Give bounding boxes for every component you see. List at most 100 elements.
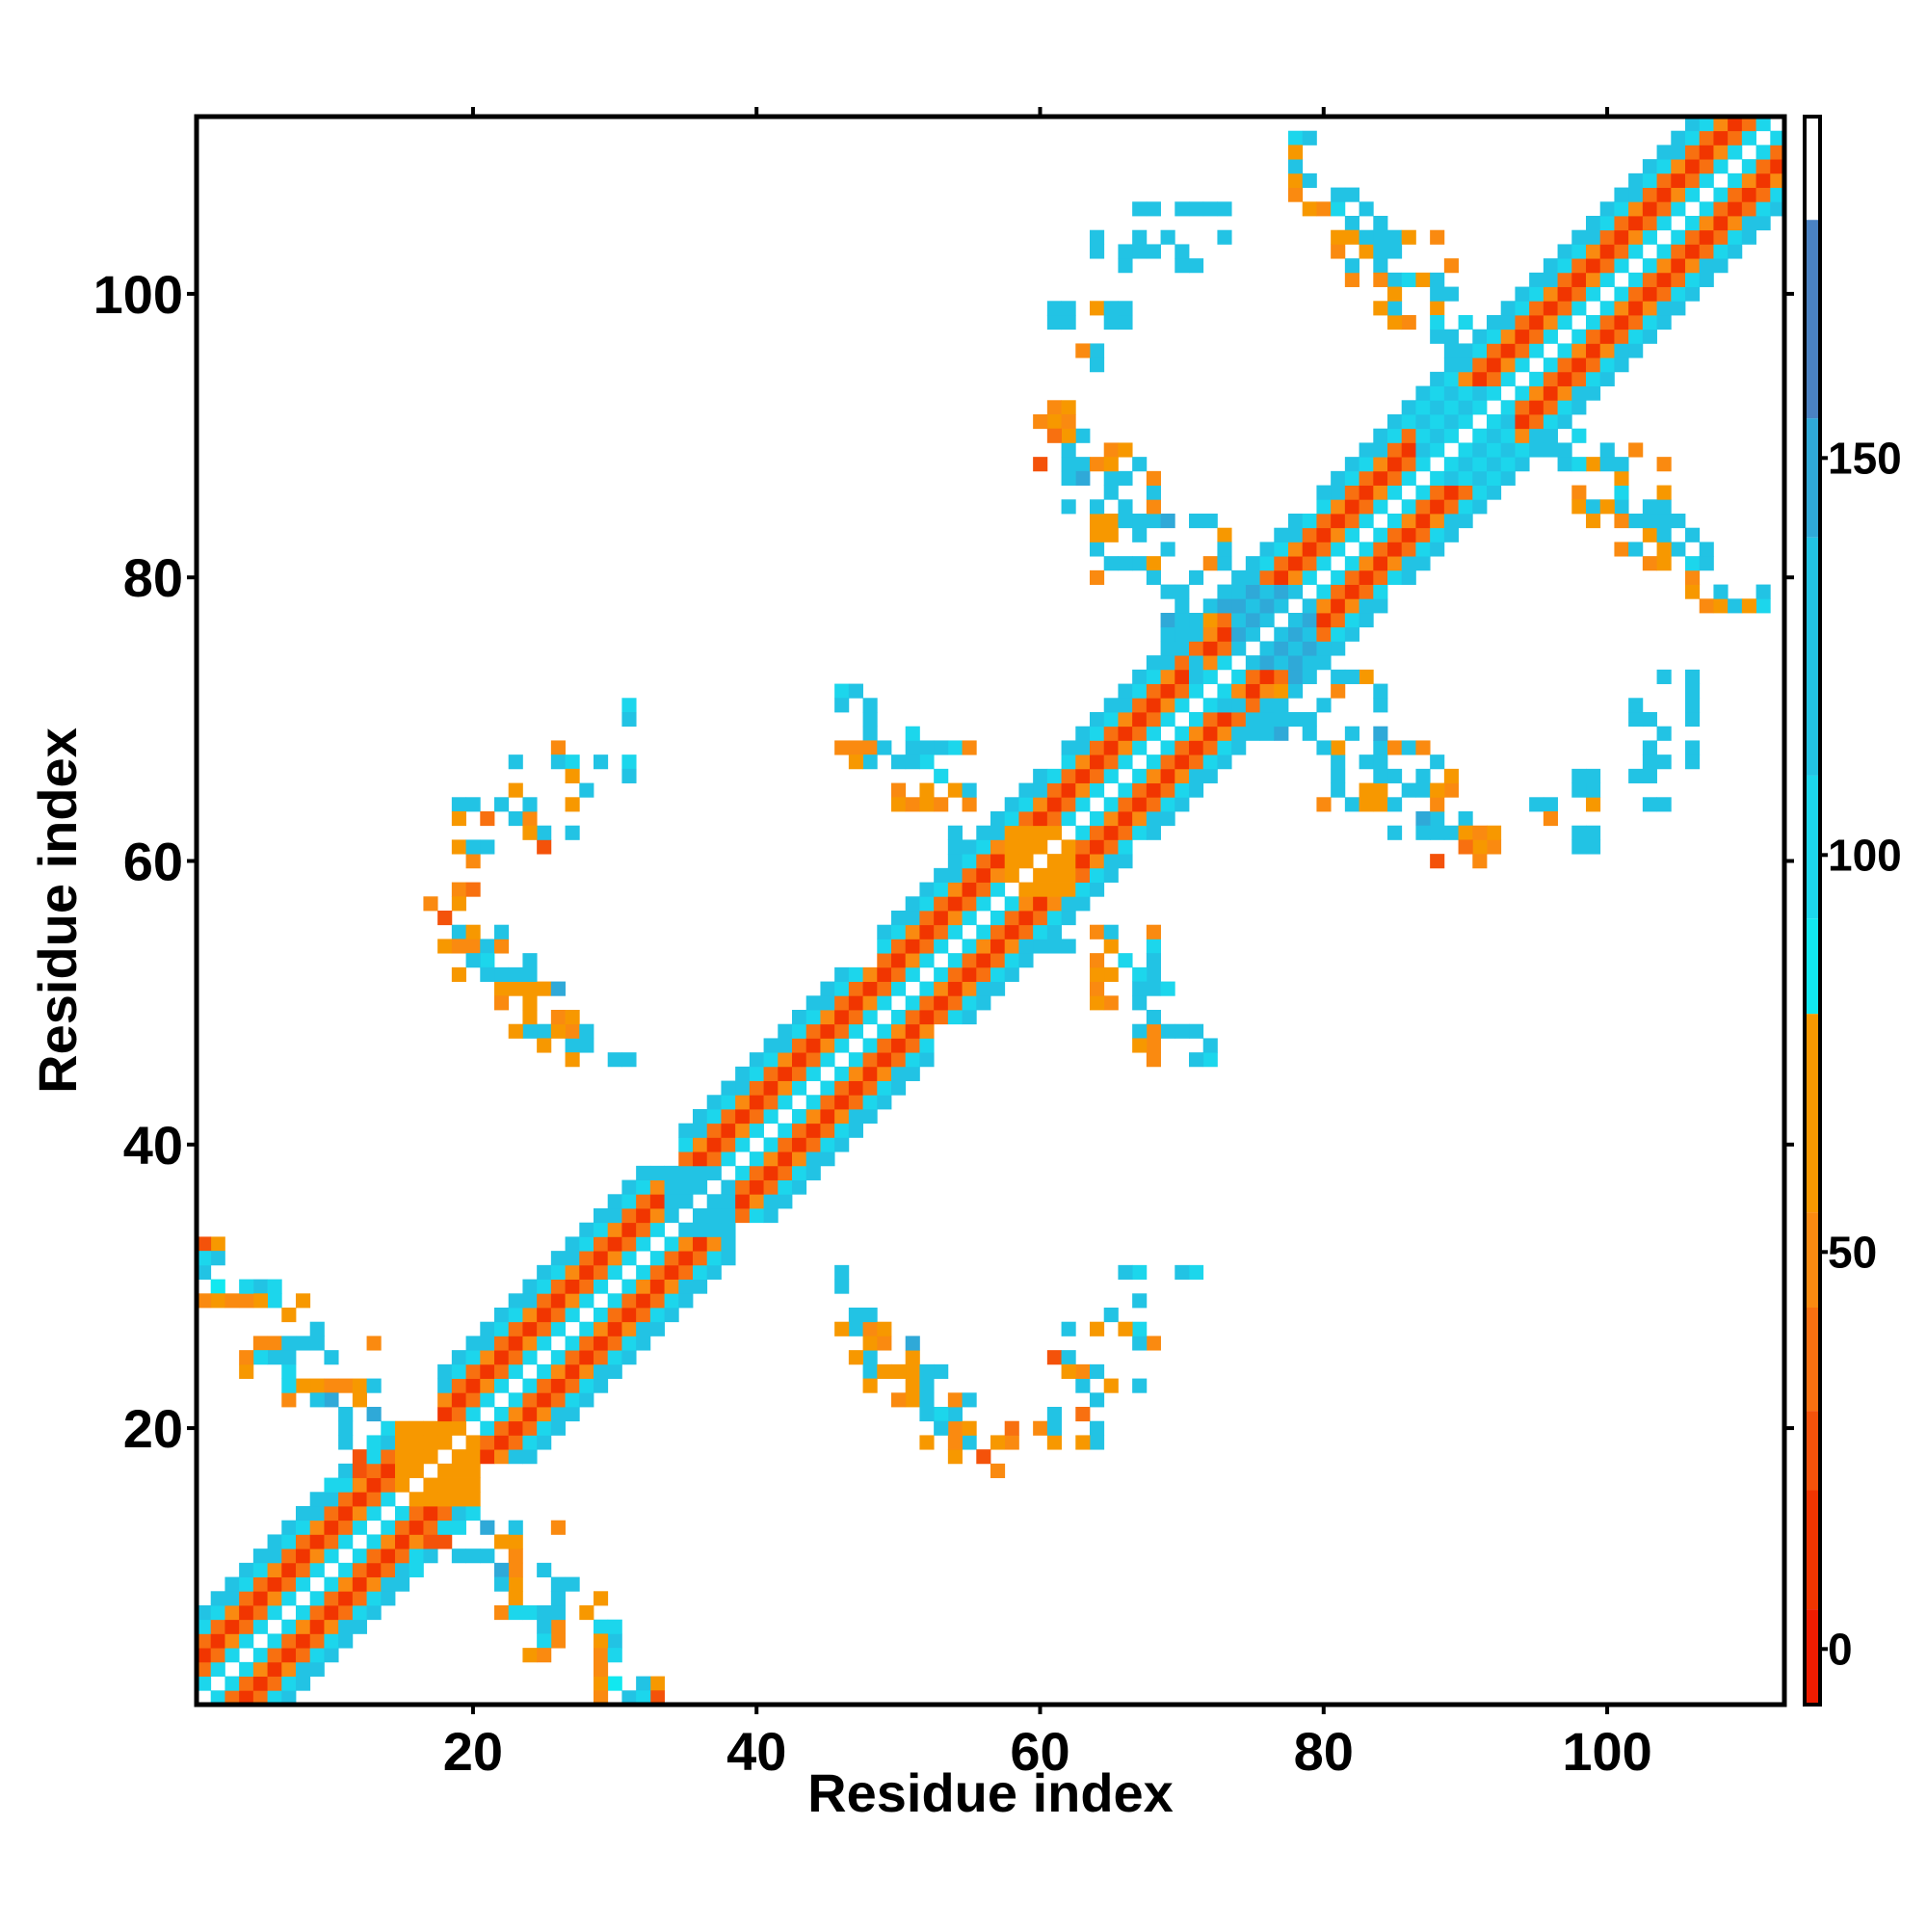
heatmap-cell — [1061, 882, 1076, 897]
heatmap-cell — [465, 882, 481, 897]
heatmap-cell — [465, 1548, 481, 1564]
colorbar-frame — [1803, 115, 1822, 1707]
heatmap-cell — [1090, 867, 1105, 883]
heatmap-cell — [891, 1010, 907, 1025]
heatmap-cell — [1018, 839, 1034, 855]
heatmap-cell — [1217, 201, 1232, 217]
heatmap-cell — [1543, 357, 1558, 373]
heatmap-cell — [1543, 371, 1558, 386]
heatmap-cell — [1656, 514, 1672, 529]
heatmap-cell — [1642, 172, 1657, 188]
heatmap-cell — [565, 1264, 580, 1280]
heatmap-cell — [239, 1676, 254, 1691]
heatmap-cell — [1685, 258, 1701, 274]
heatmap-cell — [508, 1534, 523, 1549]
heatmap-cell — [1472, 329, 1488, 344]
heatmap-cell — [607, 1363, 622, 1379]
heatmap-cell — [281, 1676, 297, 1691]
heatmap-cell — [1175, 1264, 1190, 1280]
heatmap-cell — [1103, 768, 1119, 783]
heatmap-cell — [877, 1038, 892, 1053]
heatmap-cell — [423, 1506, 438, 1522]
heatmap-cell — [1755, 187, 1771, 202]
heatmap-cell — [976, 839, 991, 855]
heatmap-cell — [423, 1420, 438, 1436]
heatmap-cell — [693, 1179, 708, 1195]
heatmap-cell — [352, 1591, 367, 1606]
heatmap-cell — [1018, 882, 1034, 897]
heatmap-cell — [1288, 641, 1304, 656]
heatmap-cell — [1004, 811, 1019, 827]
heatmap-cell — [1331, 613, 1346, 628]
heatmap-cell — [1175, 641, 1190, 656]
heatmap-cell — [1118, 854, 1133, 869]
heatmap-cell — [862, 712, 878, 728]
heatmap-cell — [1231, 683, 1247, 699]
heatmap-cell — [565, 754, 580, 770]
heatmap-cell — [962, 911, 977, 926]
heatmap-cell — [1586, 782, 1601, 798]
heatmap-cell — [1288, 542, 1304, 557]
heatmap-cell — [693, 1151, 708, 1167]
heatmap-cell — [594, 1321, 609, 1337]
heatmap-cell — [962, 1392, 977, 1408]
heatmap-cell — [1075, 428, 1091, 443]
heatmap-cell — [281, 1534, 297, 1549]
heatmap-cell — [1458, 385, 1473, 401]
heatmap-cell — [934, 1420, 949, 1436]
heatmap-cell — [494, 797, 510, 812]
heatmap-cell — [1571, 229, 1587, 245]
heatmap-cell — [1656, 286, 1672, 302]
heatmap-cell — [905, 1010, 920, 1025]
heatmap-cell — [508, 1293, 523, 1309]
heatmap-cell — [423, 1435, 438, 1450]
heatmap-cell — [1628, 187, 1644, 202]
heatmap-cell — [465, 1378, 481, 1393]
heatmap-cell — [1160, 514, 1175, 529]
heatmap-cell — [778, 1165, 793, 1180]
heatmap-cell — [594, 754, 609, 770]
heatmap-cell — [1543, 414, 1558, 430]
heatmap-cell — [1288, 159, 1304, 174]
heatmap-cell — [1373, 499, 1388, 515]
heatmap-cell — [1487, 428, 1502, 443]
heatmap-cell — [621, 1336, 637, 1351]
heatmap-cell — [1741, 229, 1756, 245]
heatmap-cell — [607, 1194, 622, 1209]
heatmap-cell — [1713, 201, 1729, 217]
heatmap-cell — [1331, 598, 1346, 614]
heatmap-cell — [309, 1392, 325, 1408]
heatmap-cell — [480, 953, 495, 968]
heatmap-cell — [1685, 286, 1701, 302]
heatmap-cell — [693, 1222, 708, 1237]
heatmap-cell — [1430, 286, 1445, 302]
heatmap-cell — [1472, 499, 1488, 515]
heatmap-cell — [1033, 882, 1048, 897]
heatmap-cell — [1430, 315, 1445, 331]
heatmap-cell — [1401, 556, 1416, 571]
heatmap-cell — [437, 1378, 453, 1393]
heatmap-cell — [594, 1350, 609, 1365]
heatmap-cell — [1189, 1052, 1204, 1068]
heatmap-cell — [1302, 655, 1317, 671]
heatmap-cell — [1160, 542, 1175, 557]
heatmap-cell — [636, 1690, 651, 1706]
heatmap-cell — [1061, 768, 1076, 783]
heatmap-cell — [891, 1038, 907, 1053]
heatmap-cell — [381, 1562, 396, 1577]
heatmap-cell — [1288, 613, 1304, 628]
heatmap-cell — [1713, 598, 1729, 614]
heatmap-cell — [1202, 598, 1218, 614]
heatmap-cell — [550, 1392, 566, 1408]
heatmap-cell — [1118, 1264, 1133, 1280]
heatmap-cell — [437, 1363, 453, 1379]
heatmap-cell — [1430, 782, 1445, 798]
heatmap-cell — [990, 981, 1006, 996]
heatmap-cell — [1004, 924, 1019, 940]
heatmap-cell — [1061, 797, 1076, 812]
heatmap-cell — [834, 1038, 850, 1053]
heatmap-cell — [1543, 315, 1558, 331]
heatmap-cell — [1202, 768, 1218, 783]
heatmap-cell — [508, 966, 523, 982]
heatmap-cell — [296, 1520, 311, 1535]
